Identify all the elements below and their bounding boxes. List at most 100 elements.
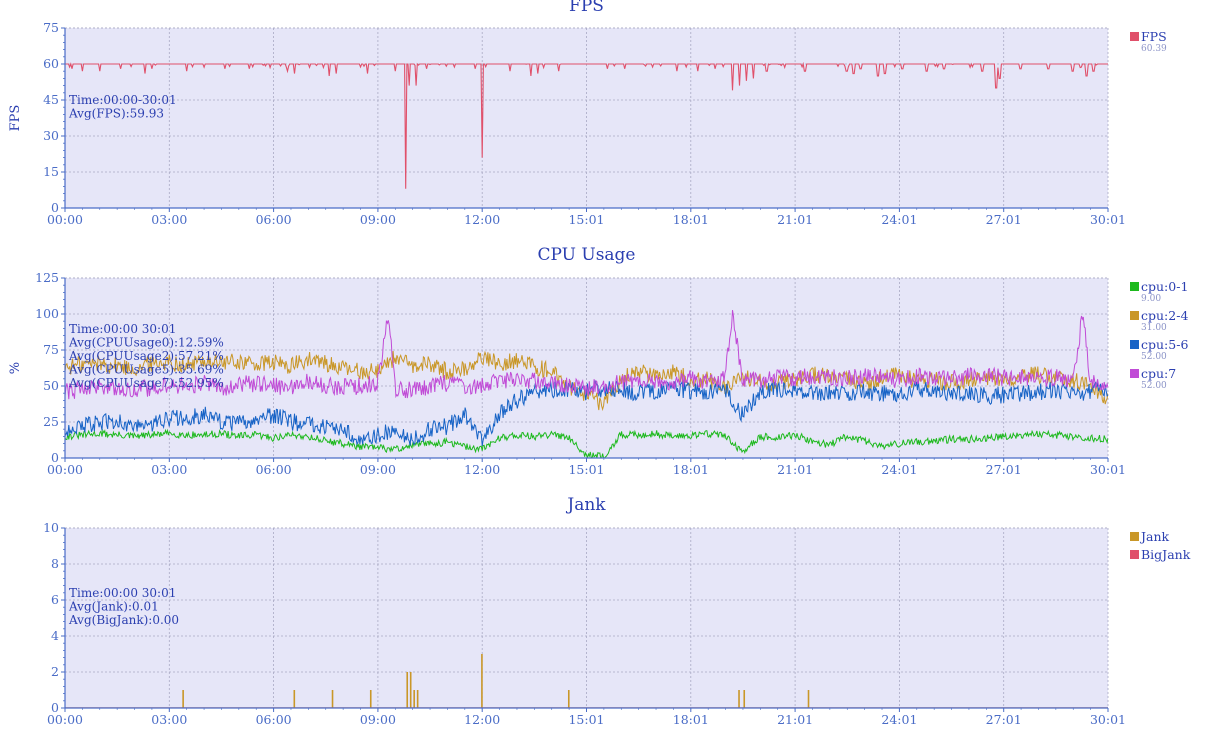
x-tick-label: 30:01 — [1090, 712, 1126, 727]
series-line-cpu-0-1 — [65, 428, 1108, 458]
annotation-line: Avg(CPUUsage5):35.69% — [68, 363, 224, 377]
legend-item[interactable]: cpu:2-431.00 — [1130, 308, 1188, 333]
jank-bar — [413, 690, 415, 708]
x-tick-label: 24:01 — [881, 712, 917, 727]
x-tick-label: 12:00 — [464, 212, 500, 227]
legend-label: cpu:2-4 — [1141, 308, 1188, 323]
annotation-line: Time:00:00 30:01 — [69, 586, 176, 600]
legend-swatch — [1130, 282, 1139, 291]
chart-title: Jank — [565, 495, 606, 515]
x-tick-label: 21:01 — [777, 212, 813, 227]
legend-label: Jank — [1139, 529, 1170, 544]
x-tick-label: 27:01 — [986, 712, 1022, 727]
legend-item[interactable]: cpu:5-652.00 — [1130, 337, 1188, 362]
annotation-line: Avg(FPS):59.93 — [68, 107, 164, 121]
jank-bar — [743, 690, 746, 708]
x-tick-label: 18:01 — [673, 462, 709, 477]
y-tick-label: 0 — [51, 700, 59, 715]
y-tick-label: 75 — [43, 20, 59, 35]
y-tick-label: 75 — [43, 342, 59, 357]
x-tick-label: 00:00 — [47, 212, 83, 227]
legend-label: FPS — [1141, 29, 1167, 44]
jank-bar — [481, 654, 483, 708]
legend-swatch — [1130, 532, 1139, 541]
x-tick-label: 21:01 — [777, 712, 813, 727]
chart-title: CPU Usage — [537, 245, 635, 265]
y-tick-label: 45 — [43, 92, 59, 107]
series-group — [65, 61, 1108, 189]
chart-panel-2: 0 25 50 75 100 125 00:00 03:00 06:00 09:00 12:00 15… — [8, 245, 1188, 477]
legend-value: 9.00 — [1141, 294, 1161, 304]
x-tick-label: 00:00 — [47, 712, 83, 727]
legend-value: 52.00 — [1141, 352, 1167, 362]
legend-item[interactable]: cpu:752.00 — [1130, 366, 1176, 391]
y-tick-label: 30 — [43, 128, 59, 143]
x-tick-label: 15:01 — [568, 712, 604, 727]
jank-bar — [567, 690, 570, 708]
x-tick-label: 03:00 — [151, 462, 187, 477]
x-tick-label: 18:01 — [673, 212, 709, 227]
jank-bar — [182, 690, 184, 708]
legend-swatch — [1130, 311, 1139, 320]
y-tick-label: 10 — [43, 520, 59, 535]
x-tick-label: 27:01 — [986, 212, 1022, 227]
jank-bar — [416, 690, 419, 708]
annotation-line: Time:00:00 30:01 — [69, 322, 176, 336]
y-tick-label: 50 — [43, 378, 59, 393]
jank-bar — [738, 690, 740, 708]
legend-item[interactable]: BigJank — [1130, 547, 1191, 562]
jank-bar — [807, 690, 810, 708]
series-line-cpu-5-6 — [65, 379, 1108, 446]
annotation-line: Avg(BigJank):0.00 — [68, 613, 179, 627]
legend-swatch — [1130, 369, 1139, 378]
x-tick-label: 12:00 — [464, 712, 500, 727]
x-tick-label: 06:00 — [256, 712, 292, 727]
y-tick-label: 0 — [51, 200, 59, 215]
annotation-line: Avg(CPUUsage7):52.95% — [68, 376, 224, 390]
legend-value: 60.39 — [1141, 44, 1167, 54]
y-axis-label: FPS — [8, 105, 23, 132]
x-tick-label: 30:01 — [1090, 212, 1126, 227]
y-tick-label: 100 — [35, 306, 59, 321]
x-tick-label: 09:00 — [360, 212, 396, 227]
annotation-line: Time:00:00-30:01 — [69, 93, 177, 107]
y-tick-label: 2 — [51, 664, 59, 679]
x-tick-label: 21:01 — [777, 462, 813, 477]
annotation-line: Avg(CPUUsage2):57.21% — [68, 349, 224, 363]
legend-label: BigJank — [1141, 547, 1191, 562]
y-tick-label: 8 — [51, 556, 59, 571]
x-tick-label: 15:01 — [568, 462, 604, 477]
x-tick-label: 27:01 — [986, 462, 1022, 477]
legend-value: 52.00 — [1141, 381, 1167, 391]
x-tick-label: 18:01 — [673, 712, 709, 727]
y-tick-label: 0 — [51, 450, 59, 465]
x-tick-label: 12:00 — [464, 462, 500, 477]
x-tick-label: 06:00 — [256, 462, 292, 477]
x-tick-label: 30:01 — [1090, 462, 1126, 477]
legend-item[interactable]: Jank — [1130, 529, 1170, 544]
annotation-line: Avg(CPUUsage0):12.59% — [68, 336, 224, 350]
x-tick-label: 24:01 — [881, 462, 917, 477]
chart-panel-1: 0 15 30 45 60 75 00:00 03:00 06:00 09:00 12:00 15:0… — [8, 0, 1167, 227]
legend-label: cpu:5-6 — [1141, 337, 1188, 352]
jank-bar — [409, 672, 412, 708]
x-tick-label: 03:00 — [151, 212, 187, 227]
legend-item[interactable]: cpu:0-19.00 — [1130, 279, 1188, 304]
y-tick-label: 4 — [51, 628, 59, 643]
series-group — [65, 654, 1108, 708]
y-tick-label: 125 — [35, 270, 59, 285]
x-tick-label: 15:01 — [568, 212, 604, 227]
legend-swatch — [1130, 340, 1139, 349]
y-axis-label: % — [8, 362, 23, 374]
jank-bar — [406, 672, 409, 708]
series-line-fps — [65, 61, 1108, 189]
x-tick-label: 06:00 — [256, 212, 292, 227]
y-tick-label: 6 — [51, 592, 59, 607]
y-tick-label: 15 — [43, 164, 59, 179]
jank-bar — [369, 690, 372, 708]
legend-swatch — [1130, 32, 1139, 41]
x-tick-label: 09:00 — [360, 712, 396, 727]
jank-bar — [293, 690, 296, 708]
